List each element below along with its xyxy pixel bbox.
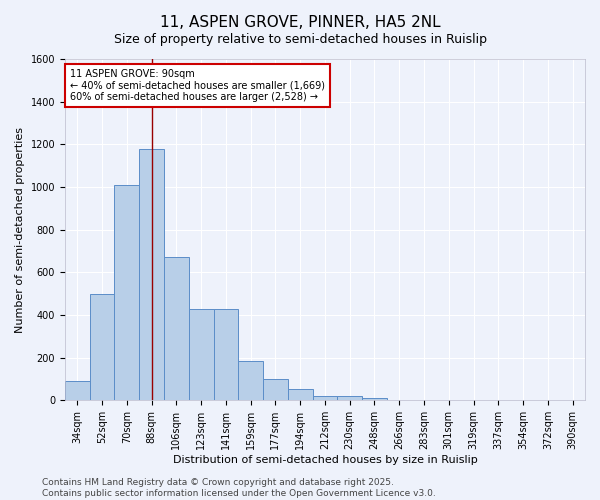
Y-axis label: Number of semi-detached properties: Number of semi-detached properties xyxy=(15,126,25,332)
Bar xyxy=(164,258,189,400)
Bar xyxy=(313,396,337,400)
Text: Size of property relative to semi-detached houses in Ruislip: Size of property relative to semi-detach… xyxy=(113,32,487,46)
Bar xyxy=(263,379,288,400)
Text: 11 ASPEN GROVE: 90sqm
← 40% of semi-detached houses are smaller (1,669)
60% of s: 11 ASPEN GROVE: 90sqm ← 40% of semi-deta… xyxy=(70,69,325,102)
Bar xyxy=(288,388,313,400)
Bar xyxy=(115,185,139,400)
Bar xyxy=(89,294,115,401)
Bar xyxy=(362,398,387,400)
X-axis label: Distribution of semi-detached houses by size in Ruislip: Distribution of semi-detached houses by … xyxy=(173,455,478,465)
Bar xyxy=(139,148,164,400)
Bar xyxy=(337,396,362,400)
Bar xyxy=(65,381,89,400)
Bar xyxy=(214,308,238,400)
Bar xyxy=(238,361,263,401)
Text: Contains HM Land Registry data © Crown copyright and database right 2025.
Contai: Contains HM Land Registry data © Crown c… xyxy=(42,478,436,498)
Bar xyxy=(189,308,214,400)
Text: 11, ASPEN GROVE, PINNER, HA5 2NL: 11, ASPEN GROVE, PINNER, HA5 2NL xyxy=(160,15,440,30)
